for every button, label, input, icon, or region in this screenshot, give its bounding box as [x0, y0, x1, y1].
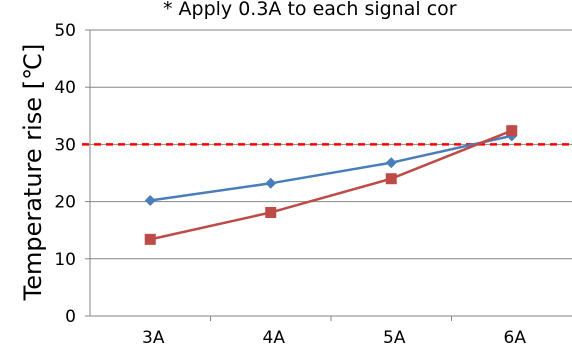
x-tick-label: 5A	[383, 328, 406, 345]
x-tick-label: 4A	[263, 328, 286, 345]
series-1-point	[144, 194, 156, 206]
series-group	[144, 125, 518, 245]
tick-labels: 0 10 20 30 40 50 3A 4A 5A 6A	[54, 21, 526, 345]
y-axis-label: Temperature rise [℃]	[19, 44, 47, 302]
series-1-point	[385, 157, 397, 169]
x-tick-label: 3A	[142, 328, 165, 345]
series-1-line	[150, 134, 513, 202]
series-2-line	[149, 129, 513, 241]
y-tick-label: 10	[54, 250, 76, 270]
y-tick-label: 40	[54, 78, 76, 98]
y-tick-label: 50	[54, 21, 76, 41]
y-tick-label: 0	[65, 307, 76, 327]
series-2-point	[144, 233, 156, 245]
axes	[85, 29, 572, 321]
y-tick-label: 20	[54, 193, 76, 213]
y-tick-label: 30	[54, 135, 76, 155]
series-2-point	[265, 206, 277, 218]
series-2-point	[506, 125, 518, 137]
x-tick-label: 6A	[504, 328, 527, 345]
chart-note: * Apply 0.3A to each signal cor	[163, 0, 457, 20]
series-2-point	[385, 173, 397, 185]
gridlines	[90, 29, 572, 260]
series-1-point	[265, 177, 277, 189]
